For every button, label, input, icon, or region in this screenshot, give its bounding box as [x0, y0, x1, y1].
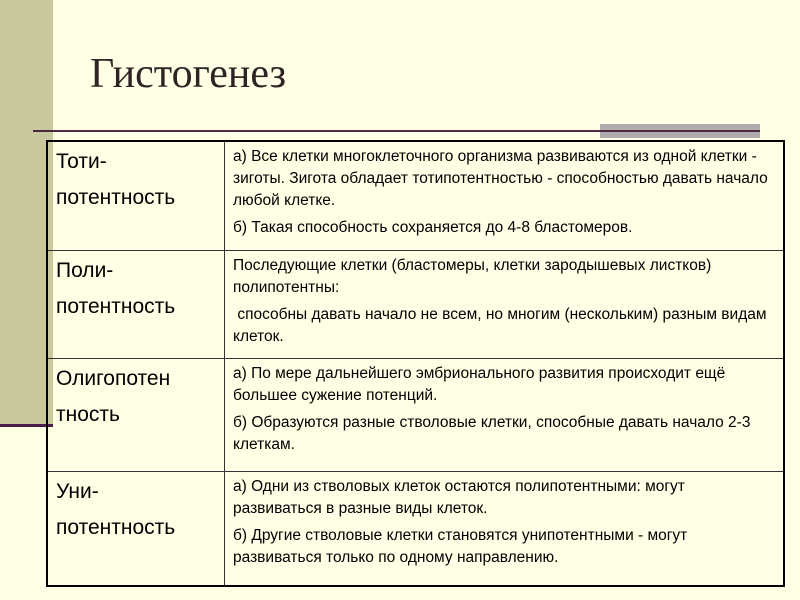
description-cell: а) Одни из стволовых клеток остаются пол… [224, 470, 785, 587]
description-paragraph: Последующие клетки (бластомеры, клетки з… [233, 256, 712, 296]
term-cell: Олигопотен тность [46, 357, 225, 472]
description-cell: Последующие клетки (бластомеры, клетки з… [224, 249, 785, 359]
term-line: Уни- [56, 479, 99, 503]
table-row: Тоти-потентность а) Все клетки многоклет… [46, 140, 785, 251]
potency-table: Тоти-потентность а) Все клетки многоклет… [46, 140, 785, 587]
description-cell: а) Все клетки многоклеточного организма … [224, 140, 785, 251]
description-paragraph: б) Такая способность сохраняется до 4-8 … [233, 219, 633, 236]
term-line: Тоти- [56, 150, 107, 173]
term-line: потентность [56, 186, 176, 209]
table-row: Уни-потентность а) Одни из стволовых кле… [46, 470, 785, 587]
slide-title: Гистогенез [90, 51, 287, 97]
description-paragraph: а) Все клетки многоклеточного организма … [233, 148, 768, 209]
title-rule [33, 130, 760, 132]
description-paragraph: способны давать начало не всем, но многи… [233, 305, 771, 345]
table-row: Поли-потентность Последующие клетки (бла… [46, 249, 785, 359]
term-cell: Поли-потентность [46, 249, 225, 359]
term-line: Поли- [56, 258, 114, 282]
term-line: потентность [56, 515, 176, 539]
term-line: тность [56, 402, 120, 426]
term-line: Олигопотен [56, 366, 171, 390]
description-paragraph: б) Образуются разные стволовые клетки, с… [233, 413, 751, 453]
table-row: Олигопотен тность а) По мере дальнейшего … [46, 357, 785, 472]
term-cell: Тоти-потентность [46, 140, 225, 251]
sidebar-decoration [0, 0, 53, 424]
sidebar-divider [0, 424, 53, 427]
description-paragraph: а) Одни из стволовых клеток остаются пол… [233, 477, 685, 517]
description-cell: а) По мере дальнейшего эмбрионального ра… [224, 357, 785, 472]
description-paragraph: а) По мере дальнейшего эмбрионального ра… [233, 364, 726, 404]
term-line: потентность [56, 294, 176, 318]
term-cell: Уни-потентность [46, 470, 225, 587]
description-paragraph: б) Другие стволовые клетки становятся ун… [233, 526, 688, 566]
